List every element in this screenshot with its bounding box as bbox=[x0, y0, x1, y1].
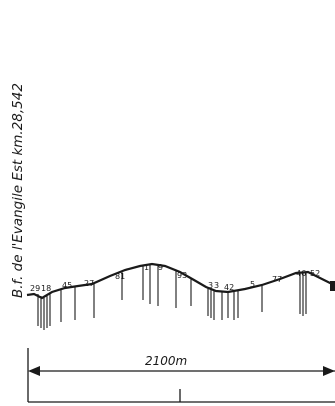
profile-label: 9 bbox=[158, 263, 163, 272]
station-title: B.f. de l'Evangile Est km.28,542 bbox=[10, 83, 26, 298]
profile-label: 27 bbox=[84, 279, 94, 288]
profile-label: 46 bbox=[296, 269, 306, 278]
profile-label: 93 bbox=[177, 271, 187, 280]
profile-label: 45 bbox=[62, 281, 72, 290]
profile-label: 29 bbox=[30, 284, 40, 293]
arrow-left-icon bbox=[28, 366, 40, 376]
edge-marker bbox=[330, 281, 335, 291]
profile-label: 77 bbox=[272, 275, 282, 284]
distance-label: 2100m bbox=[145, 354, 187, 368]
profile-line bbox=[26, 262, 335, 300]
profile-label: 5 bbox=[250, 280, 255, 289]
arrow-right-icon bbox=[323, 366, 335, 376]
profile-label: 3 bbox=[208, 281, 213, 290]
profile-label: 18 bbox=[41, 284, 51, 293]
profile-ticks bbox=[37, 264, 307, 330]
profile-label: 3 bbox=[214, 281, 219, 290]
profile-label: 81 bbox=[115, 272, 125, 281]
profile-label: 42 bbox=[224, 283, 234, 292]
profile-label: 1 bbox=[144, 263, 149, 272]
profile-label: 52 bbox=[310, 269, 320, 278]
profile-labels: 29 18 45 27 81 1 9 93 3 3 42 5 77 46 52 bbox=[30, 263, 320, 293]
